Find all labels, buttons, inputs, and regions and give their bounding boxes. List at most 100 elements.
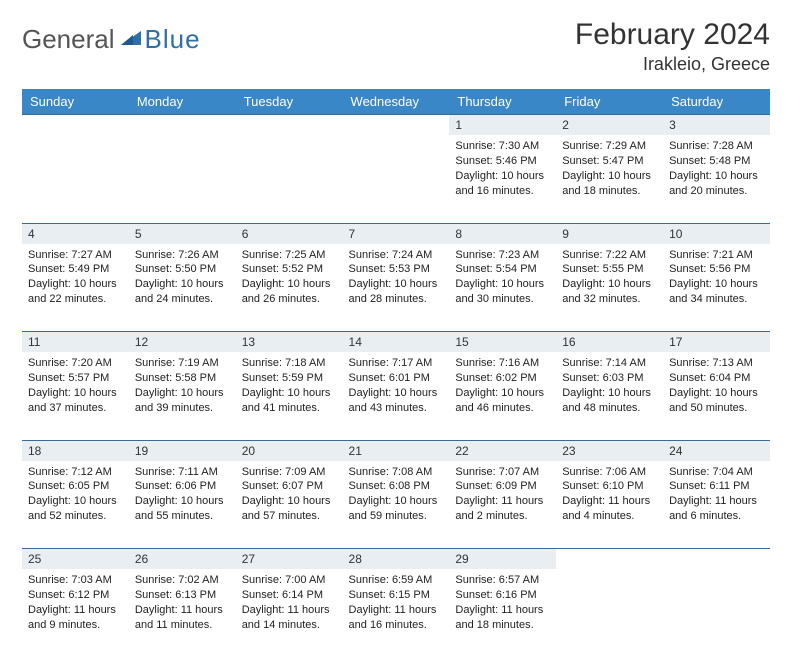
day2-text: and 48 minutes. [562, 401, 657, 416]
sunset-text: Sunset: 6:03 PM [562, 371, 657, 386]
sunset-text: Sunset: 5:47 PM [562, 154, 657, 169]
sunset-text: Sunset: 5:46 PM [455, 154, 550, 169]
day-number: 12 [129, 332, 236, 353]
day1-text: Daylight: 10 hours [455, 169, 550, 184]
day2-text: and 16 minutes. [455, 184, 550, 199]
day2-text: and 59 minutes. [349, 509, 444, 524]
day2-text: and 30 minutes. [455, 292, 550, 307]
sunrise-text: Sunrise: 7:25 AM [242, 248, 337, 263]
week-row: Sunrise: 7:27 AMSunset: 5:49 PMDaylight:… [22, 244, 770, 332]
day2-text: and 6 minutes. [669, 509, 764, 524]
sunrise-text: Sunrise: 7:02 AM [135, 573, 230, 588]
day2-text: and 16 minutes. [349, 618, 444, 633]
sunrise-text: Sunrise: 7:22 AM [562, 248, 657, 263]
logo-sail-icon [119, 27, 143, 52]
day-cell: Sunrise: 7:25 AMSunset: 5:52 PMDaylight:… [236, 244, 343, 332]
day-number: 10 [663, 223, 770, 244]
sunset-text: Sunset: 5:50 PM [135, 262, 230, 277]
sunrise-text: Sunrise: 7:08 AM [349, 465, 444, 480]
sunrise-text: Sunrise: 7:11 AM [135, 465, 230, 480]
day1-text: Daylight: 10 hours [135, 386, 230, 401]
day1-text: Daylight: 11 hours [28, 603, 123, 618]
day-cell: Sunrise: 7:29 AMSunset: 5:47 PMDaylight:… [556, 135, 663, 223]
day1-text: Daylight: 11 hours [349, 603, 444, 618]
day-number: 15 [449, 332, 556, 353]
day-cell [556, 569, 663, 657]
day1-text: Daylight: 10 hours [242, 277, 337, 292]
day-number: 16 [556, 332, 663, 353]
day1-text: Daylight: 10 hours [562, 169, 657, 184]
sunset-text: Sunset: 5:57 PM [28, 371, 123, 386]
sunrise-text: Sunrise: 7:09 AM [242, 465, 337, 480]
day1-text: Daylight: 11 hours [455, 603, 550, 618]
day2-text: and 57 minutes. [242, 509, 337, 524]
day1-text: Daylight: 10 hours [349, 386, 444, 401]
sunset-text: Sunset: 6:07 PM [242, 479, 337, 494]
day2-text: and 28 minutes. [349, 292, 444, 307]
day2-text: and 55 minutes. [135, 509, 230, 524]
day2-text: and 37 minutes. [28, 401, 123, 416]
day1-text: Daylight: 10 hours [455, 386, 550, 401]
day1-text: Daylight: 10 hours [669, 277, 764, 292]
day2-text: and 14 minutes. [242, 618, 337, 633]
day-number-row: 123 [22, 115, 770, 136]
day2-text: and 22 minutes. [28, 292, 123, 307]
day-number [556, 549, 663, 570]
sunset-text: Sunset: 5:58 PM [135, 371, 230, 386]
sunset-text: Sunset: 6:11 PM [669, 479, 764, 494]
day-number [236, 115, 343, 136]
sunrise-text: Sunrise: 7:18 AM [242, 356, 337, 371]
weekday-header: Sunday [22, 89, 129, 115]
day2-text: and 4 minutes. [562, 509, 657, 524]
weekday-header: Tuesday [236, 89, 343, 115]
day-cell: Sunrise: 7:30 AMSunset: 5:46 PMDaylight:… [449, 135, 556, 223]
sunrise-text: Sunrise: 7:24 AM [349, 248, 444, 263]
weekday-header: Saturday [663, 89, 770, 115]
day-cell: Sunrise: 7:08 AMSunset: 6:08 PMDaylight:… [343, 461, 450, 549]
day1-text: Daylight: 10 hours [242, 494, 337, 509]
day1-text: Daylight: 10 hours [669, 169, 764, 184]
weekday-header: Monday [129, 89, 236, 115]
day-cell: Sunrise: 7:24 AMSunset: 5:53 PMDaylight:… [343, 244, 450, 332]
day-number-row: 45678910 [22, 223, 770, 244]
day-cell: Sunrise: 7:13 AMSunset: 6:04 PMDaylight:… [663, 352, 770, 440]
sunset-text: Sunset: 5:59 PM [242, 371, 337, 386]
day1-text: Daylight: 10 hours [455, 277, 550, 292]
day-cell [129, 135, 236, 223]
weekday-header: Friday [556, 89, 663, 115]
day2-text: and 52 minutes. [28, 509, 123, 524]
day-number: 28 [343, 549, 450, 570]
sunset-text: Sunset: 6:09 PM [455, 479, 550, 494]
week-row: Sunrise: 7:03 AMSunset: 6:12 PMDaylight:… [22, 569, 770, 657]
day1-text: Daylight: 10 hours [562, 277, 657, 292]
day2-text: and 2 minutes. [455, 509, 550, 524]
day-cell: Sunrise: 7:14 AMSunset: 6:03 PMDaylight:… [556, 352, 663, 440]
day-cell: Sunrise: 7:27 AMSunset: 5:49 PMDaylight:… [22, 244, 129, 332]
sunset-text: Sunset: 6:01 PM [349, 371, 444, 386]
weekday-header-row: Sunday Monday Tuesday Wednesday Thursday… [22, 89, 770, 115]
sunset-text: Sunset: 6:04 PM [669, 371, 764, 386]
day-cell: Sunrise: 7:19 AMSunset: 5:58 PMDaylight:… [129, 352, 236, 440]
sunset-text: Sunset: 6:16 PM [455, 588, 550, 603]
day-number: 21 [343, 440, 450, 461]
day1-text: Daylight: 11 hours [562, 494, 657, 509]
week-row: Sunrise: 7:20 AMSunset: 5:57 PMDaylight:… [22, 352, 770, 440]
day-cell [663, 569, 770, 657]
day-number: 5 [129, 223, 236, 244]
day-cell: Sunrise: 7:00 AMSunset: 6:14 PMDaylight:… [236, 569, 343, 657]
day1-text: Daylight: 11 hours [135, 603, 230, 618]
day-cell: Sunrise: 7:21 AMSunset: 5:56 PMDaylight:… [663, 244, 770, 332]
sunrise-text: Sunrise: 7:30 AM [455, 139, 550, 154]
day-cell: Sunrise: 7:26 AMSunset: 5:50 PMDaylight:… [129, 244, 236, 332]
day-cell: Sunrise: 7:17 AMSunset: 6:01 PMDaylight:… [343, 352, 450, 440]
day-cell [22, 135, 129, 223]
day-number [129, 115, 236, 136]
day-cell: Sunrise: 7:11 AMSunset: 6:06 PMDaylight:… [129, 461, 236, 549]
title-block: February 2024 Irakleio, Greece [575, 18, 770, 75]
day2-text: and 41 minutes. [242, 401, 337, 416]
sunset-text: Sunset: 6:15 PM [349, 588, 444, 603]
day-number: 7 [343, 223, 450, 244]
day-number: 25 [22, 549, 129, 570]
sunset-text: Sunset: 5:53 PM [349, 262, 444, 277]
weekday-header: Thursday [449, 89, 556, 115]
